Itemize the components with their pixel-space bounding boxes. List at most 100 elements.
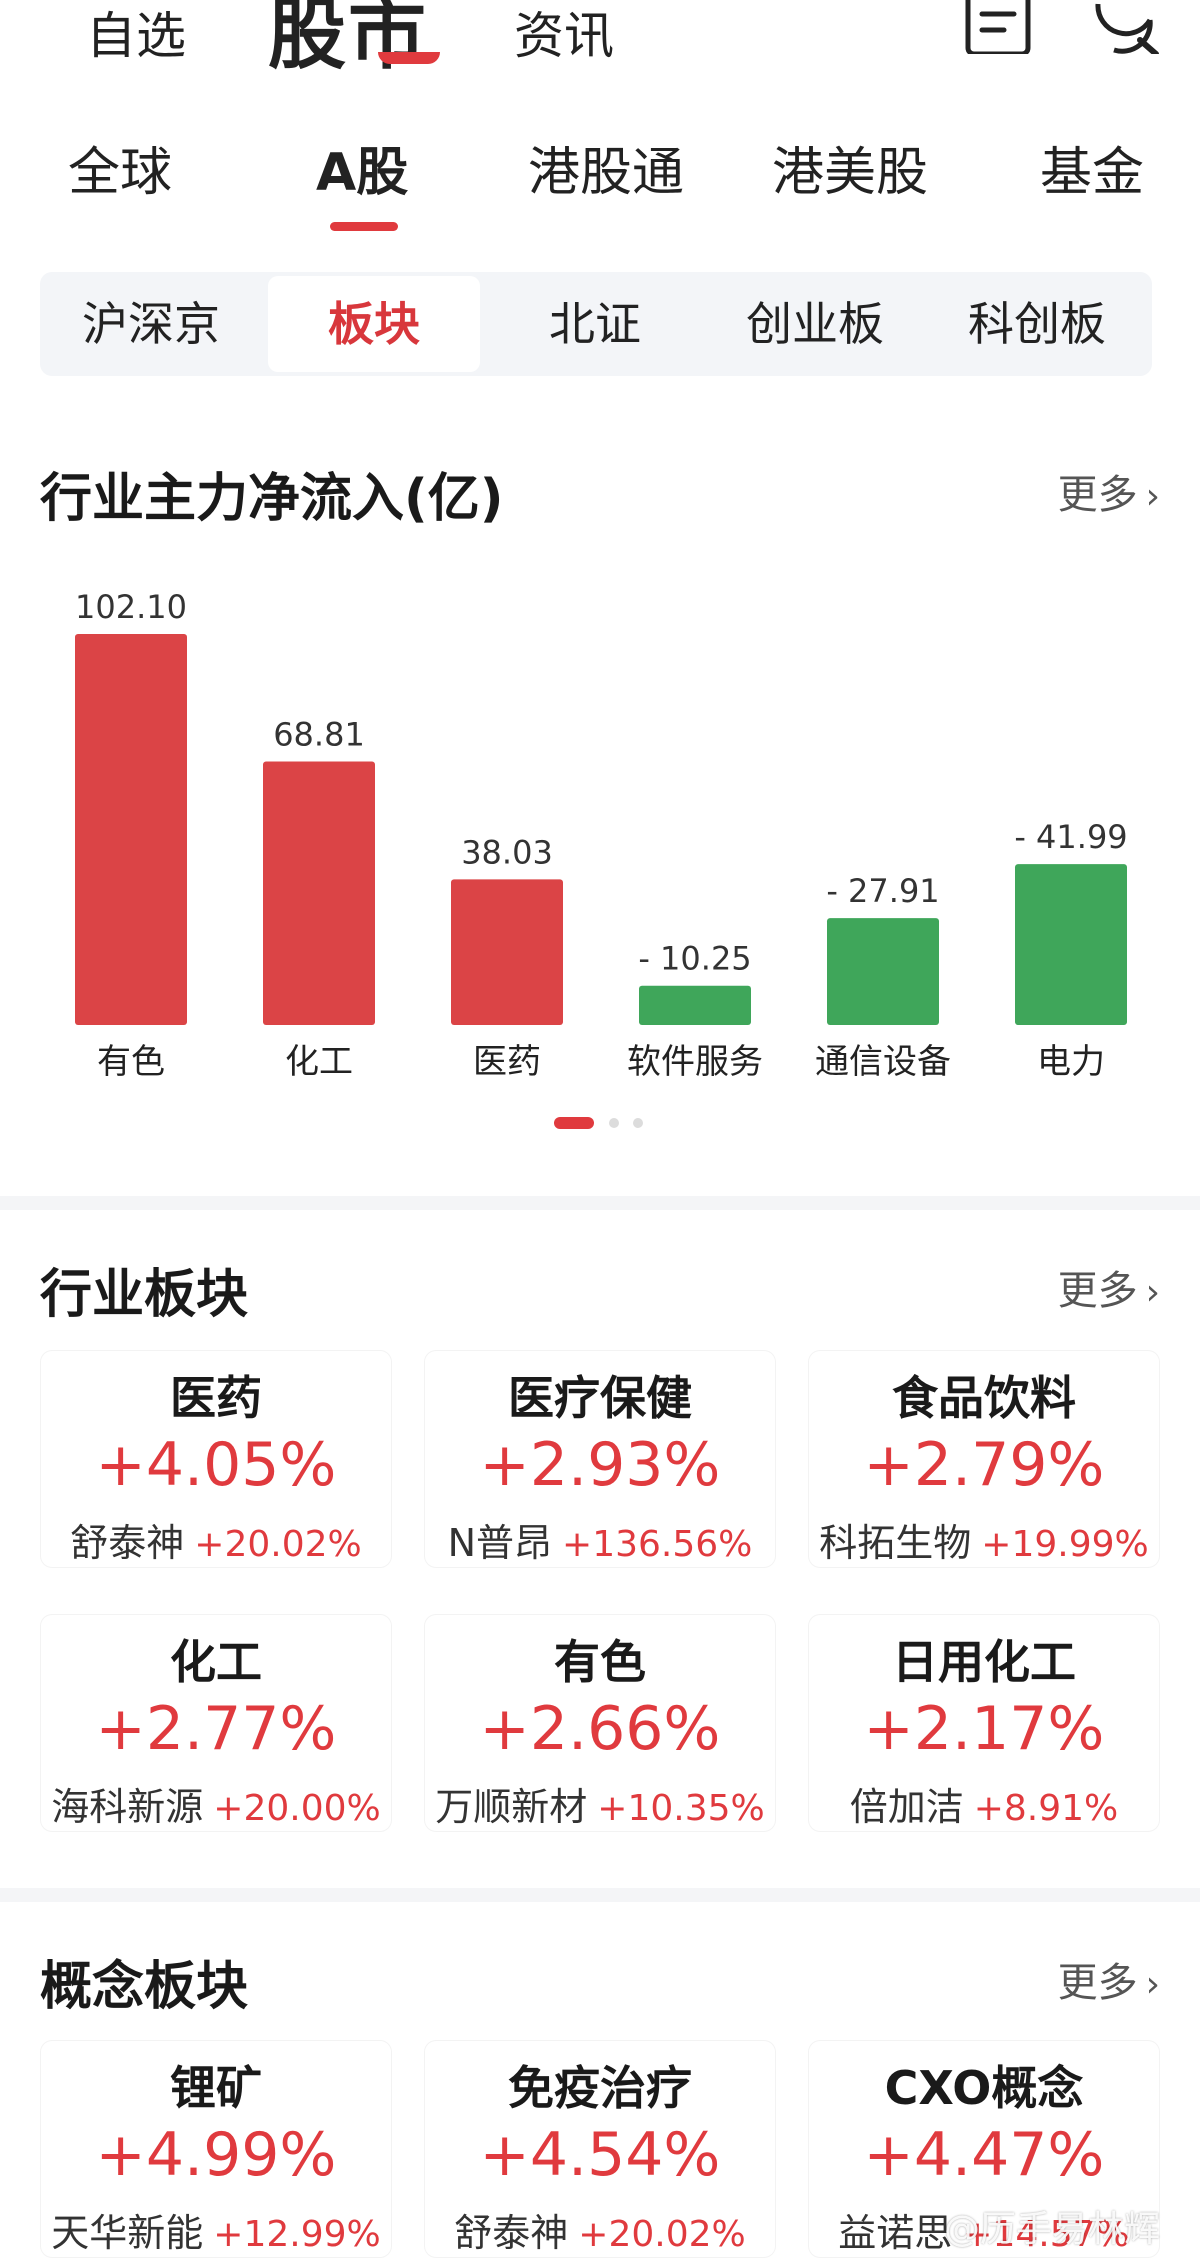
industry-card[interactable]: 医疗保健 +2.93% N普昂 +136.56%	[424, 1350, 776, 1568]
bar-0[interactable]	[75, 633, 187, 1025]
sector-change: +4.05%	[95, 1430, 337, 1500]
concept-card[interactable]: 锂矿 +4.99% 天华新能 +12.99%	[40, 2040, 392, 2258]
leading-stock: 万顺新材	[435, 1785, 588, 1829]
page-dot	[633, 1118, 643, 1128]
leading-stock: 倍加洁	[849, 1785, 964, 1829]
more-label: 更多	[1057, 1960, 1138, 2006]
segment-sectors[interactable]: 板块	[268, 276, 480, 372]
more-label: 更多	[1057, 472, 1138, 518]
chevron-right-icon: ›	[1145, 1964, 1160, 2005]
category-label: 化工	[285, 1042, 353, 1082]
segment-beijing-exchange[interactable]: 北证	[549, 297, 641, 351]
leading-stock-change: +19.99%	[981, 1524, 1149, 1565]
leading-stock-change: +20.00%	[213, 1788, 381, 1829]
industry-card[interactable]: 化工 +2.77% 海科新源 +20.00%	[40, 1614, 392, 1832]
concept-name: 免疫治疗	[508, 2061, 692, 2115]
bar-4[interactable]	[827, 918, 939, 1025]
leading-stock-change: +20.02%	[194, 1524, 362, 1565]
more-label: 更多	[1057, 1268, 1138, 1314]
market-tab-a-share[interactable]: A股	[316, 143, 409, 203]
flow-section-title: 行业主力净流入(亿)	[40, 469, 504, 529]
segment-chinext[interactable]: 创业板	[746, 297, 884, 351]
industry-card[interactable]: 日用化工 +2.17% 倍加洁 +8.91%	[808, 1614, 1160, 1832]
concept-change: +4.54%	[479, 2120, 721, 2190]
concept-name: CXO概念	[884, 2061, 1084, 2115]
concept-more-link[interactable]: 更多 ›	[1058, 1950, 1160, 2008]
industry-card[interactable]: 有色 +2.66% 万顺新材 +10.35%	[424, 1614, 776, 1832]
top-tab-watchlist[interactable]: 自选	[86, 7, 186, 65]
sector-change: +2.66%	[479, 1694, 721, 1764]
document-icon[interactable]	[964, 0, 1034, 57]
top-tab-indicator	[378, 52, 440, 64]
section-divider	[0, 1888, 1200, 1902]
search-icon[interactable]	[1094, 0, 1164, 57]
category-label: 电力	[1037, 1042, 1105, 1082]
category-label: 医药	[473, 1042, 541, 1082]
category-label: 软件服务	[627, 1042, 763, 1082]
bar-value-label: 68.81	[273, 715, 365, 753]
leading-stock-change: +20.02%	[578, 2214, 746, 2255]
leading-stock-change: +14.57%	[962, 2214, 1130, 2255]
section-divider	[0, 1196, 1200, 1210]
bar-value-label: - 41.99	[1014, 818, 1127, 856]
leading-stock-change: +12.99%	[213, 2214, 381, 2255]
bar-value-label: 38.03	[461, 833, 553, 871]
leading-stock: 科拓生物	[819, 1521, 972, 1565]
sector-name: 医疗保健	[508, 1371, 692, 1425]
segment-control: 沪深京 板块 北证 创业板 科创板	[40, 272, 1152, 376]
chevron-right-icon: ›	[1145, 1272, 1160, 1313]
sector-change: +2.79%	[863, 1430, 1105, 1500]
leading-stock: 益诺思	[838, 2211, 953, 2255]
market-tab-hk-connect[interactable]: 港股通	[528, 143, 685, 203]
watermark: @历手易林辉	[943, 2209, 1160, 2250]
sector-name: 化工	[170, 1635, 262, 1689]
leading-stock: N普昂	[447, 1521, 553, 1565]
bar-2[interactable]	[451, 879, 563, 1025]
leading-stock-change: +136.56%	[562, 1524, 753, 1565]
concept-section-title: 概念板块	[40, 1957, 249, 2017]
category-label: 有色	[97, 1042, 165, 1082]
market-tab-fund[interactable]: 基金	[1040, 143, 1145, 203]
leading-stock: 舒泰神	[454, 2211, 569, 2255]
chevron-right-icon: ›	[1145, 476, 1160, 517]
leading-stock: 海科新源	[51, 1785, 204, 1829]
market-tab-global[interactable]: 全球	[68, 143, 173, 203]
concept-card[interactable]: 免疫治疗 +4.54% 舒泰神 +20.02%	[424, 2040, 776, 2258]
market-tab-indicator	[330, 222, 398, 231]
sector-change: +2.77%	[95, 1694, 337, 1764]
sector-change: +2.17%	[863, 1694, 1105, 1764]
sector-name: 食品饮料	[892, 1371, 1076, 1425]
sector-change: +2.93%	[479, 1430, 721, 1500]
segment-shenzhen-shanghai-beijing[interactable]: 沪深京	[82, 297, 220, 351]
flow-more-link[interactable]: 更多 ›	[1058, 462, 1160, 520]
concept-change: +4.99%	[95, 2120, 337, 2190]
concept-name: 锂矿	[170, 2061, 262, 2115]
page-dot	[609, 1118, 619, 1128]
industry-card[interactable]: 食品饮料 +2.79% 科拓生物 +19.99%	[808, 1350, 1160, 1568]
bar-1[interactable]	[263, 761, 375, 1025]
leading-stock-change: +10.35%	[597, 1788, 765, 1829]
leading-stock: 天华新能	[51, 2211, 204, 2255]
page-dot-active	[554, 1117, 594, 1129]
leading-stock: 舒泰神	[70, 1521, 185, 1565]
top-tab-stock-market[interactable]: 股市	[268, 0, 429, 80]
sector-name: 医药	[170, 1371, 262, 1425]
industry-section-title: 行业板块	[40, 1265, 249, 1325]
bar-value-label: - 10.25	[638, 940, 751, 978]
segment-star-market[interactable]: 科创板	[968, 297, 1106, 351]
bar-3[interactable]	[639, 985, 751, 1025]
bar-5[interactable]	[1015, 864, 1127, 1025]
sector-name: 日用化工	[892, 1635, 1076, 1689]
concept-card[interactable]: CXO概念 +4.47% 益诺思 +14.57%	[808, 2040, 1160, 2258]
industry-more-link[interactable]: 更多 ›	[1058, 1258, 1160, 1316]
bar-value-label: - 27.91	[826, 872, 939, 910]
concept-change: +4.47%	[863, 2120, 1105, 2190]
market-tab-hk-us[interactable]: 港美股	[772, 143, 929, 203]
industry-card[interactable]: 医药 +4.05% 舒泰神 +20.02%	[40, 1350, 392, 1568]
leading-stock-change: +8.91%	[973, 1788, 1119, 1829]
sector-name: 有色	[554, 1635, 646, 1689]
bar-value-label: 102.10	[75, 588, 187, 626]
top-tab-news[interactable]: 资讯	[514, 7, 614, 65]
chart-pagination[interactable]	[552, 1117, 648, 1129]
net-inflow-bar-chart[interactable]: 102.10 有色 68.81 化工 38.03 医药 - 10.25 软件服务 - 27.91…	[0, 560, 1200, 1100]
